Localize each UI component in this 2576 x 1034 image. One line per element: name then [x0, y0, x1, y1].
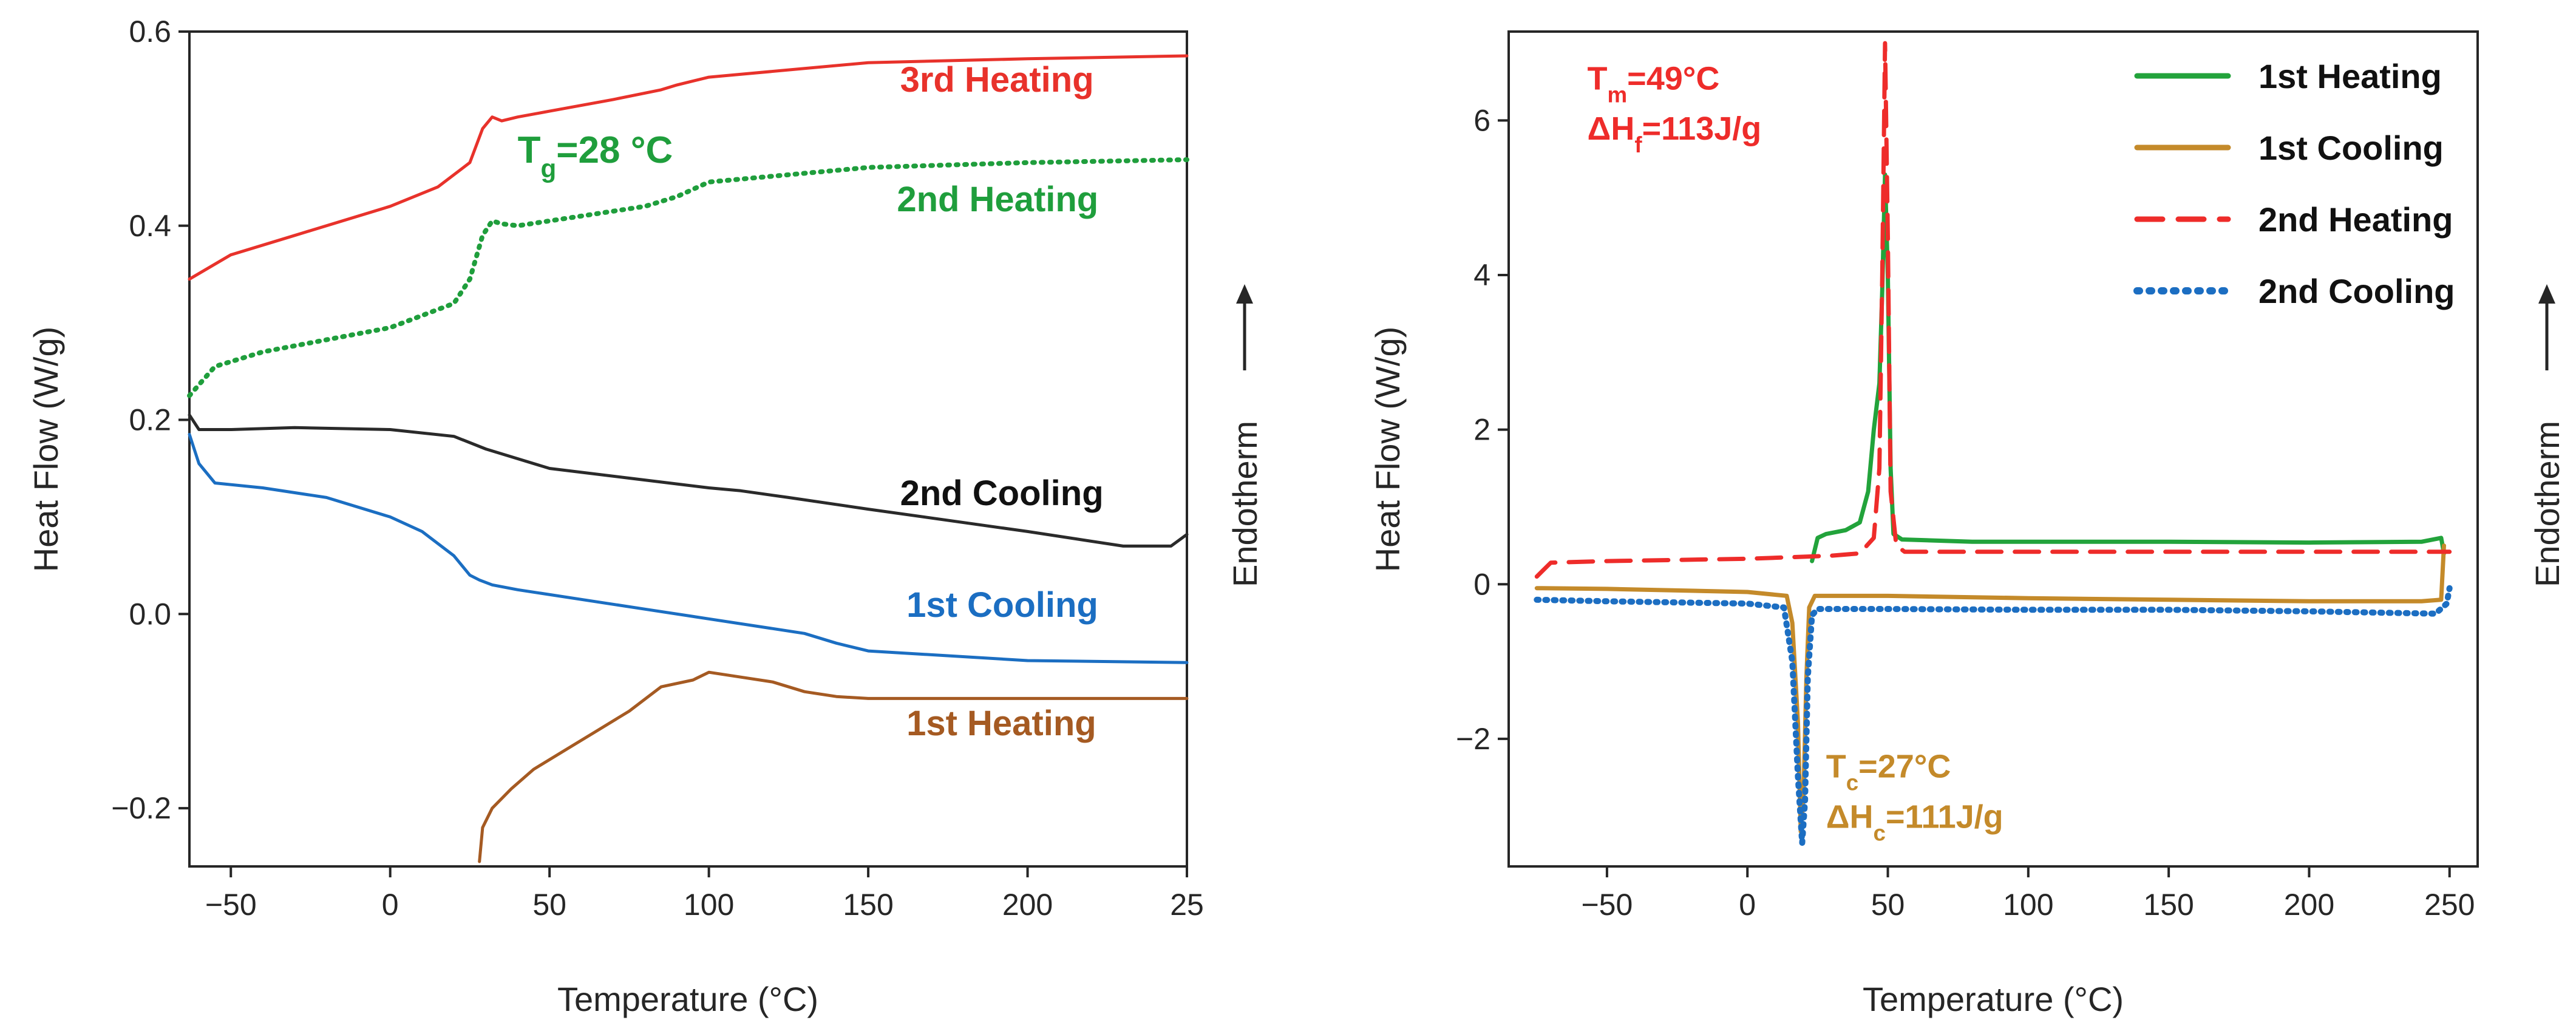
endotherm-arrow-right	[2538, 284, 2555, 370]
tg-annotation: Tg=28 °C	[518, 129, 673, 183]
y-tick-label: 0.2	[129, 403, 171, 437]
x-tick-label: 0	[382, 888, 399, 922]
x-tick-label: 200	[2284, 888, 2334, 922]
y-tick-label: 4	[1473, 258, 1490, 292]
y-tick-label: −2	[1456, 722, 1490, 756]
legend-label-1st-heating: 1st Heating	[2258, 57, 2442, 95]
x-axis-title-right: Temperature (°C)	[1863, 980, 2124, 1018]
series-1st-cooling	[188, 433, 1189, 664]
y-axis-title-left: Heat Flow (W/g)	[27, 327, 65, 573]
legend-label-2nd-cooling: 2nd Cooling	[2258, 272, 2455, 310]
chart-right: −2 0 2 4 6 −50 0 50 100 150 200 250 Tm=49°CΔHf=113…	[1368, 30, 2566, 1018]
annotation-crystallization-temp: Tc=27°C	[1826, 749, 1951, 795]
curve-label-1st-heating: 1st Heating	[906, 704, 1096, 743]
x-tick-label: −50	[205, 888, 257, 922]
series-2nd-heating	[187, 157, 1189, 398]
x-tick-label: 100	[2003, 888, 2053, 922]
x-tick-label: 200	[1002, 888, 1053, 922]
x-tick-label: 50	[1871, 888, 1905, 922]
legend-label-2nd-heating: 2nd Heating	[2258, 200, 2453, 239]
legend-label-1st-cooling: 1st Cooling	[2258, 129, 2444, 167]
series-2nd-cooling	[188, 413, 1189, 548]
curve-label-3rd-heating: 3rd Heating	[900, 60, 1094, 100]
curve-label-2nd-heating: 2nd Heating	[897, 180, 1098, 219]
y-tick-label: 2	[1473, 413, 1490, 447]
endotherm-label-right: Endotherm	[2528, 421, 2566, 587]
annotation-crystallization-enthalpy: ΔHc=111J/g	[1826, 798, 2003, 845]
series-2nd-heating	[1534, 41, 2452, 579]
legend: 1st Heating 1st Cooling 2nd Heating 2nd Coo…	[2133, 57, 2455, 310]
chart-left: −0.2 0.0 0.2 0.4 0.6 −50 0 50 100 150 200 25 3rd H…	[27, 15, 1264, 1018]
x-axis-title-left: Temperature (°C)	[557, 980, 818, 1018]
x-tick-label: 250	[2424, 888, 2475, 922]
y-tick-label: 0	[1473, 567, 1490, 601]
x-tick-label: 100	[684, 888, 734, 922]
series-1st-cooling	[1534, 543, 2446, 834]
endotherm-arrow-left	[1236, 284, 1253, 370]
x-tick-label: 50	[532, 888, 566, 922]
curve-label-1st-cooling: 1st Cooling	[906, 585, 1098, 625]
annotation-melting-enthalpy: ΔHf=113J/g	[1588, 111, 1762, 157]
plot-area-left	[188, 30, 1188, 868]
plot-area-right	[1507, 30, 2479, 868]
endotherm-label-left: Endotherm	[1226, 421, 1264, 587]
series-3rd-heating	[188, 54, 1189, 281]
y-tick-label: 0.0	[129, 597, 171, 631]
x-tick-label: −50	[1581, 888, 1633, 922]
y-tick-label: 0.6	[129, 15, 171, 49]
y-tick-label: 0.4	[129, 209, 171, 243]
curve-label-2nd-cooling: 2nd Cooling	[900, 474, 1104, 513]
x-tick-label: 150	[2143, 888, 2194, 922]
x-tick-label: 25	[1170, 888, 1204, 922]
y-axis-title-right: Heat Flow (W/g)	[1368, 327, 1407, 573]
series-2nd-cooling	[1534, 585, 2453, 846]
y-tick-label: 6	[1473, 103, 1490, 137]
series-1st-heating	[478, 670, 1189, 863]
x-tick-label: 0	[1739, 888, 1756, 922]
x-tick-label: 150	[843, 888, 893, 922]
annotation-melting-temp: Tm=49°C	[1588, 60, 1720, 107]
y-tick-label: −0.2	[111, 791, 171, 825]
